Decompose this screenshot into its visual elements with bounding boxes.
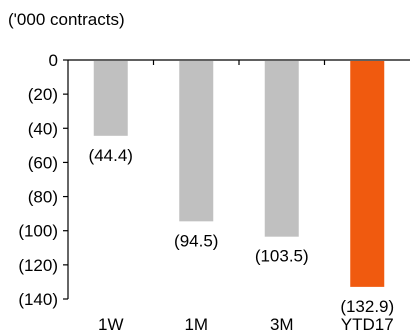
y-tick-label: (40) [28,119,58,138]
data-label-3m: (103.5) [255,247,309,266]
x-axis-labels: 1W 1M 3M YTD17 [98,315,394,333]
data-label-ytd17: (132.9) [340,297,394,316]
x-tick-label-1w: 1W [98,315,124,333]
bars [93,60,385,287]
x-tick-label-3m: 3M [270,315,294,333]
bar-1m [179,61,214,222]
bar-ytd17 [350,61,385,287]
y-axis-ticks: 0 (20) (40) (60) (80) (100) (120) (140) [18,51,68,309]
data-label-1w: (44.4) [89,146,133,165]
data-labels: (44.4) (94.5) (103.5) (132.9) [89,146,395,316]
y-tick-label: 0 [49,51,58,70]
y-tick-label: (140) [18,290,58,309]
y-tick-label: (80) [28,188,58,207]
y-tick-label: (20) [28,85,58,104]
unit-label: ('000 contracts) [8,10,125,29]
y-tick-label: (120) [18,256,58,275]
bar-1w [93,61,128,136]
y-tick-label: (100) [18,222,58,241]
data-label-1m: (94.5) [174,231,218,250]
bar-3m [264,61,299,237]
x-tick-label-1m: 1M [184,315,208,333]
y-tick-label: (60) [28,153,58,172]
x-tick-label-ytd17: YTD17 [341,315,394,333]
